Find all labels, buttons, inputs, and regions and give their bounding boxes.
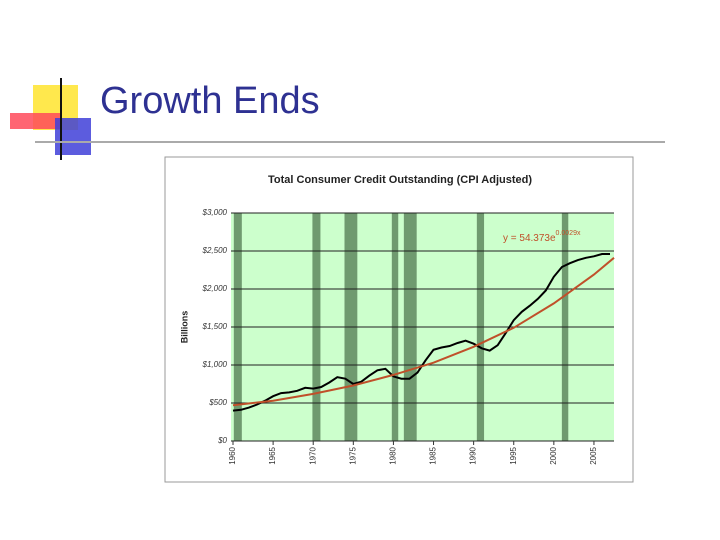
line-series xyxy=(232,257,615,407)
deco-red xyxy=(10,113,62,129)
x-tick-label: 1960 xyxy=(228,446,237,464)
x-tick-label: 2005 xyxy=(589,446,598,464)
x-tick-label: 1995 xyxy=(509,446,518,464)
x-tick-label: 2000 xyxy=(549,446,558,464)
x-tick-label: 1985 xyxy=(429,446,438,464)
annotation-superscript: 0.0029x xyxy=(556,230,581,237)
annotation-text: y = 54.373e xyxy=(503,233,556,244)
y-tick-label: $2,500 xyxy=(202,246,228,255)
x-tick-label: 1965 xyxy=(268,446,277,464)
y-tick-label: $1,000 xyxy=(202,360,228,369)
y-tick-label: $2,000 xyxy=(202,284,228,293)
annotation: y = 54.373e0.0029x xyxy=(503,230,581,244)
slide-title: Growth Ends xyxy=(100,80,320,122)
y-tick-label: $0 xyxy=(217,436,227,445)
y-tick-label: $1,500 xyxy=(202,322,228,331)
x-tick-label: 1990 xyxy=(469,446,478,464)
y-tick-label: $500 xyxy=(208,398,227,407)
chart-title: Total Consumer Credit Outstanding (CPI A… xyxy=(268,174,532,186)
y-tick-label: $3,000 xyxy=(202,208,228,217)
x-tick-label: 1980 xyxy=(389,446,398,464)
x-tick-label: 1975 xyxy=(348,446,357,464)
y-axis-label: Billions xyxy=(179,311,189,344)
x-tick-label: 1970 xyxy=(308,446,317,464)
